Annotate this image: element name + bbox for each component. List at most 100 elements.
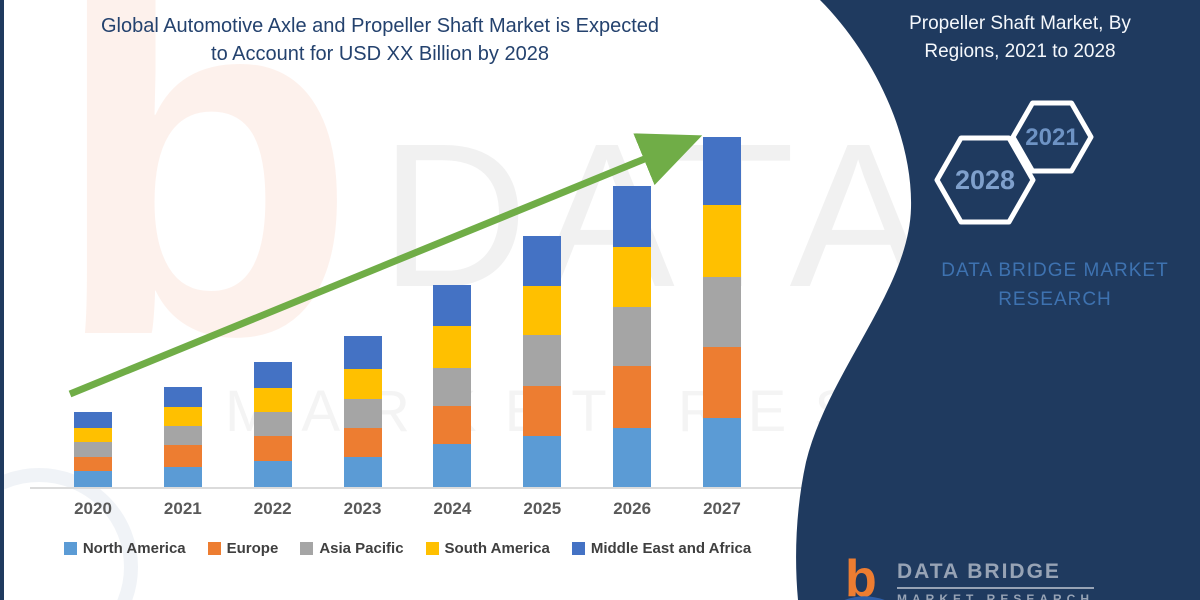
- bar-segment: [702, 137, 741, 205]
- logo-swoosh-icon: [844, 596, 885, 600]
- bar-segment: [74, 442, 112, 457]
- bar-segment: [343, 457, 382, 488]
- x-axis-label: 2025: [523, 499, 562, 518]
- bar-segment: [253, 461, 292, 488]
- bar-segment: [253, 412, 292, 436]
- bar-segment: [253, 436, 292, 461]
- stacked-bar-2025: [523, 236, 562, 488]
- bar-segment: [702, 347, 741, 418]
- bar-segment: [702, 418, 741, 488]
- bar-segment: [613, 186, 652, 247]
- legend-swatch-icon: [207, 542, 221, 555]
- bar-segment: [433, 326, 472, 368]
- bar-segment: [433, 444, 472, 488]
- bar-segment: [163, 426, 202, 445]
- bar-segment: [613, 428, 652, 488]
- panel-heading: Propeller Shaft Market, By Regions, 2021…: [855, 10, 1185, 65]
- legend-swatch-icon: [425, 542, 439, 555]
- plot-area: [55, 130, 761, 488]
- left-edge-stripe: [0, 0, 4, 600]
- bar-segment: [433, 368, 472, 406]
- bar-segment: [523, 286, 562, 335]
- bar-segment: [433, 285, 472, 326]
- legend: North America Europe Asia Pacific South Ame…: [25, 540, 790, 557]
- legend-item: Europe: [207, 540, 279, 557]
- legend-label: South America: [444, 540, 550, 557]
- logo-subtitle: MARKET RESEARCH: [897, 592, 1095, 600]
- bar-segment: [163, 387, 202, 407]
- x-axis-label: 2020: [74, 499, 112, 518]
- logo-b-glyph: b: [845, 552, 877, 600]
- hexagon-2028-label: 2028: [955, 165, 1015, 195]
- stacked-bar-2026: [613, 186, 652, 488]
- bar-segment: [523, 436, 562, 488]
- bar-segment: [163, 467, 202, 488]
- bar-segment: [74, 457, 112, 471]
- bar-segment: [613, 307, 652, 366]
- bar-segment: [343, 336, 382, 369]
- panel-brand-text: DATA BRIDGE MARKET RESEARCH: [895, 256, 1200, 315]
- x-axis-labels: 2020 2021 2022 2023 2024 2025 2026 2027: [55, 499, 761, 523]
- bar-segment: [163, 407, 202, 426]
- legend-item: Middle East and Africa: [571, 540, 752, 557]
- stacked-bar-2022: [253, 362, 292, 488]
- x-axis-label: 2027: [703, 499, 741, 518]
- legend-swatch-icon: [571, 542, 585, 555]
- legend-swatch-icon: [63, 542, 77, 555]
- bar-segment: [253, 362, 292, 388]
- legend-item: North America: [63, 540, 186, 557]
- legend-item: South America: [425, 540, 550, 557]
- stacked-bar-2021: [163, 387, 202, 488]
- legend-label: Middle East and Africa: [590, 540, 752, 557]
- logo-texts: DATA BRIDGE MARKET RESEARCH: [897, 560, 1095, 600]
- x-axis-label: 2024: [433, 499, 472, 518]
- hexagon-2028: [934, 135, 1036, 225]
- bar-segment: [702, 277, 741, 347]
- dbmr-logo: b DATA BRIDGE MARKET RESEARCH: [843, 552, 1095, 600]
- x-axis-label: 2026: [613, 499, 652, 518]
- x-axis-label: 2023: [343, 499, 382, 518]
- bar-segment: [613, 247, 652, 307]
- bar-segment: [523, 236, 562, 286]
- stacked-bar-2027: [702, 137, 741, 488]
- bar-segment: [74, 471, 112, 488]
- stacked-bar-2020: [74, 412, 112, 488]
- bar-segment: [74, 412, 112, 428]
- chart-title-line1: Global Automotive Axle and Propeller Sha…: [100, 15, 660, 37]
- bar-segment: [523, 386, 562, 436]
- panel-brand-line2: RESEARCH: [998, 289, 1112, 311]
- stacked-bar-2023: [343, 336, 382, 488]
- hexagon-2021-label: 2021: [1025, 124, 1078, 151]
- dbmr-logo-b-icon: b: [844, 552, 885, 600]
- bar-segment: [163, 445, 202, 467]
- panel-heading-line2: Regions, 2021 to 2028: [924, 40, 1116, 62]
- logo-name: DATA BRIDGE: [897, 560, 1095, 589]
- side-panel-shape: [796, 0, 1200, 600]
- legend-item: Asia Pacific: [300, 540, 404, 557]
- side-panel-background: [796, 0, 1200, 600]
- panel-heading-line1: Propeller Shaft Market, By: [909, 13, 1131, 34]
- legend-label: North America: [82, 540, 186, 557]
- chart-title-line2: to Account for USD XX Billion by 2028: [211, 43, 549, 65]
- bar-segment: [74, 428, 112, 442]
- bar-segment: [613, 366, 652, 428]
- x-axis-label: 2021: [163, 499, 202, 518]
- bar-segment: [702, 205, 741, 277]
- hexagon-2021: [1010, 100, 1094, 174]
- chart-title: Global Automotive Axle and Propeller Sha…: [30, 12, 730, 68]
- bar-segment: [523, 335, 562, 386]
- x-axis-line: [30, 487, 806, 489]
- x-axis-label: 2022: [253, 499, 292, 518]
- bar-segment: [433, 406, 472, 444]
- bar-segment: [343, 369, 382, 399]
- legend-label: Europe: [226, 540, 279, 557]
- bar-segment: [343, 399, 382, 428]
- legend-label: Asia Pacific: [319, 540, 404, 557]
- bar-segment: [253, 388, 292, 412]
- stacked-bar-2024: [433, 285, 472, 488]
- panel-brand-line1: DATA BRIDGE MARKET: [941, 260, 1169, 281]
- legend-swatch-icon: [300, 542, 314, 555]
- bar-segment: [343, 428, 382, 457]
- year-hexagons: 2028 2021: [934, 100, 1094, 225]
